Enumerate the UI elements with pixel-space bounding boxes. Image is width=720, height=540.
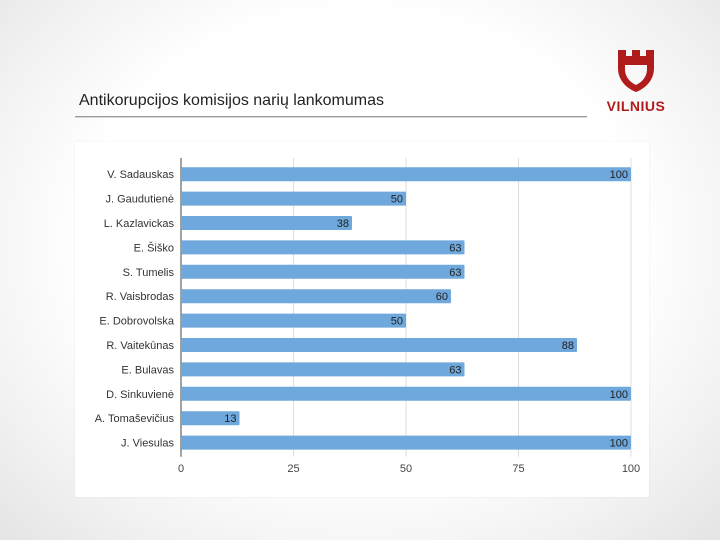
x-tick-label: 25 bbox=[287, 463, 299, 475]
data-label: 50 bbox=[391, 316, 403, 328]
bar bbox=[181, 289, 451, 304]
data-label: 63 bbox=[449, 364, 461, 376]
data-label: 100 bbox=[610, 438, 628, 450]
slide-title: Antikorupcijos komisijos narių lankomuma… bbox=[79, 92, 385, 109]
bar bbox=[181, 338, 577, 352]
logo-wordmark: VILNIUS bbox=[606, 98, 666, 114]
bar bbox=[181, 313, 406, 328]
category-label: E. Bulavas bbox=[121, 364, 174, 376]
category-label: L. Kazlavickas bbox=[104, 218, 175, 230]
x-tick-label: 100 bbox=[622, 463, 640, 475]
data-label: 100 bbox=[610, 389, 628, 401]
category-label: S. Tumelis bbox=[123, 267, 175, 279]
data-label: 50 bbox=[391, 194, 403, 206]
bar bbox=[181, 411, 240, 426]
category-label: J. Gaudutienė bbox=[106, 194, 175, 206]
vilnius-logo: VILNIUS bbox=[596, 46, 676, 118]
attendance-bar-chart: V. Sadauskas 100 J. Gaudutienė 50 L. Kazlavi… bbox=[95, 158, 640, 475]
data-label: 60 bbox=[436, 291, 448, 303]
castle-logo-icon bbox=[618, 50, 654, 92]
bar bbox=[181, 167, 631, 182]
category-label: V. Sadauskas bbox=[107, 169, 174, 181]
category-label: R. Vaitekūnas bbox=[106, 340, 174, 352]
data-label: 38 bbox=[337, 218, 349, 230]
category-label: J. Viesulas bbox=[121, 438, 174, 450]
category-label: E. Šiško bbox=[134, 241, 174, 254]
data-label: 63 bbox=[449, 267, 461, 279]
category-label: A. Tomaševičius bbox=[95, 413, 175, 425]
category-label: R. Vaisbrodas bbox=[106, 291, 175, 303]
bar bbox=[181, 362, 465, 377]
category-label: E. Dobrovolska bbox=[99, 316, 174, 328]
bar bbox=[181, 435, 631, 450]
bar bbox=[181, 264, 465, 279]
bar bbox=[181, 240, 465, 255]
x-tick-label: 50 bbox=[400, 463, 412, 475]
bar bbox=[181, 216, 352, 230]
bar bbox=[181, 191, 406, 206]
data-label: 88 bbox=[562, 340, 574, 352]
bar bbox=[181, 386, 631, 401]
data-label: 13 bbox=[224, 413, 236, 425]
data-label: 63 bbox=[449, 242, 461, 254]
x-tick-label: 75 bbox=[512, 463, 524, 475]
x-tick-label: 0 bbox=[178, 463, 184, 475]
category-label: D. Sinkuvienė bbox=[106, 389, 174, 401]
title-divider bbox=[75, 116, 587, 117]
data-label: 100 bbox=[610, 169, 628, 181]
chart-panel: V. Sadauskas 100 J. Gaudutienė 50 L. Kazlavi… bbox=[75, 142, 649, 497]
